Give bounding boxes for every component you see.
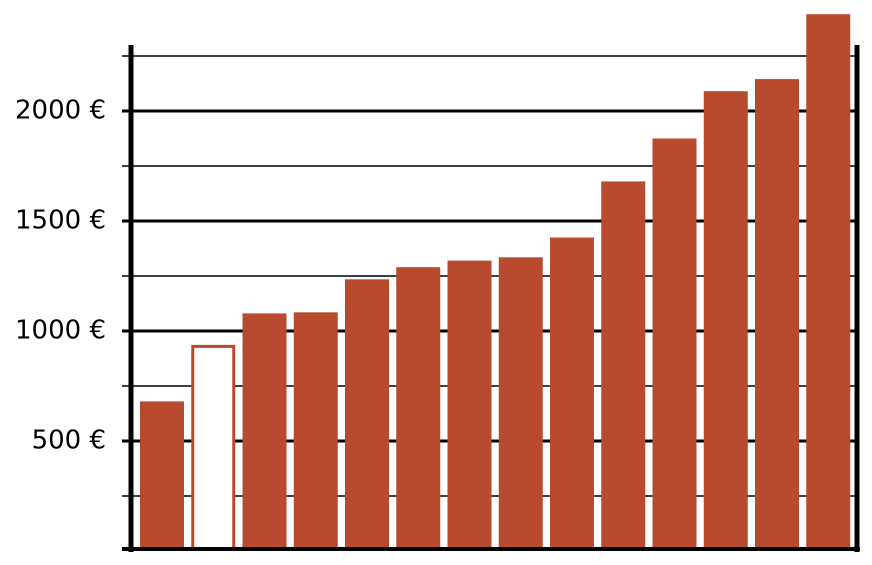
bar <box>345 279 389 551</box>
bar <box>550 237 594 551</box>
bar <box>652 138 697 551</box>
bar <box>293 312 338 551</box>
bar <box>806 14 851 551</box>
bar <box>447 260 492 551</box>
bar <box>140 401 184 551</box>
y-tick-label: 500 € <box>32 426 106 456</box>
bar <box>396 267 441 551</box>
bar <box>755 79 799 551</box>
bar <box>498 257 543 551</box>
y-tick-label: 2000 € <box>15 96 106 126</box>
y-tick-label: 1000 € <box>15 316 106 346</box>
bar <box>242 313 287 551</box>
y-tick-label: 1500 € <box>15 206 106 236</box>
bar <box>601 181 646 551</box>
bar <box>191 344 236 551</box>
bar <box>703 91 748 551</box>
